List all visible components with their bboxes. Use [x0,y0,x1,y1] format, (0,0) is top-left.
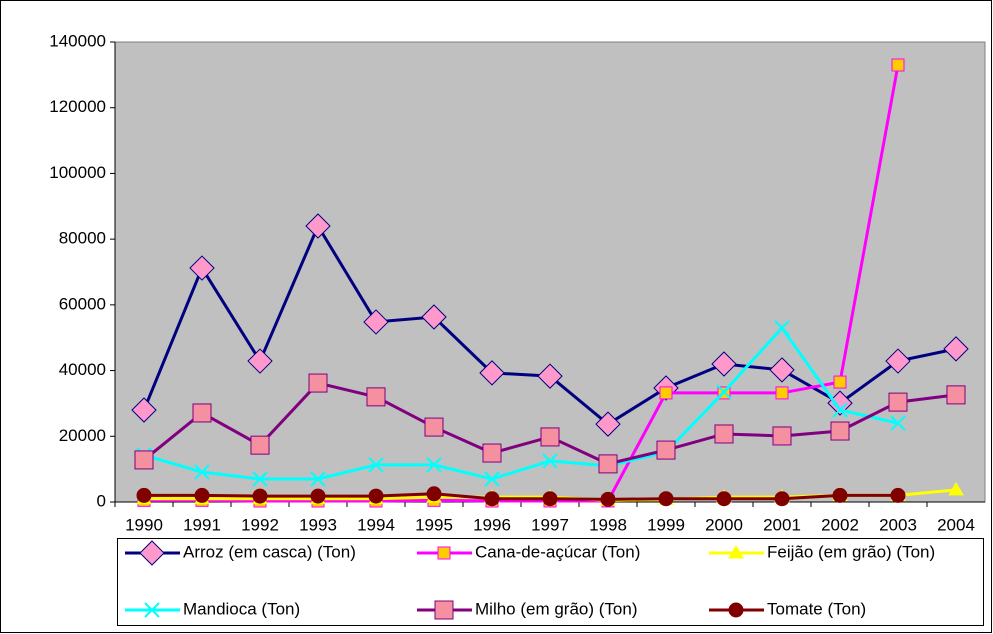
data-point [479,360,505,386]
legend-marker [139,540,165,566]
data-point [716,384,732,400]
data-point [189,255,215,281]
data-point [484,491,500,507]
series-line [144,64,900,503]
data-point [890,415,906,431]
data-point [598,454,618,474]
data-point [194,487,210,503]
data-point [252,488,268,504]
data-point [482,443,502,463]
y-tick-label: 140000 [49,31,106,50]
y-tick-label: 40000 [59,360,106,379]
data-point [310,488,326,504]
data-point [537,363,563,389]
data-point [656,440,676,460]
data-point [772,426,792,446]
x-tick-label: 1994 [357,515,395,534]
legend-marker [728,602,744,618]
data-point [426,486,442,502]
y-tick-label: 100000 [49,163,106,182]
x-tick-label: 1992 [241,515,279,534]
data-point [888,392,908,412]
data-point [714,424,734,444]
data-point [368,457,384,473]
data-point [775,386,789,400]
data-point [366,387,386,407]
data-point [659,386,673,400]
data-point [774,320,790,336]
data-point [946,385,966,405]
data-point [308,373,328,393]
data-point [542,453,558,469]
data-point [363,309,389,335]
x-tick-label: 1991 [183,515,221,534]
data-point [426,457,442,473]
x-tick-label: 2003 [879,515,917,534]
data-point [830,421,850,441]
data-point [832,402,848,418]
legend-marker [728,545,744,559]
data-point [136,487,152,503]
data-point [774,491,790,507]
legend-label: Tomate (Ton) [767,599,866,618]
legend-label: Mandioca (Ton) [183,599,300,618]
data-point [305,213,331,239]
x-tick-label: 1998 [589,515,627,534]
legend-marker [437,546,451,560]
data-point [192,403,212,423]
data-point [885,348,911,374]
legend-box [117,538,984,626]
y-tick-label: 120000 [49,97,106,116]
legend-label: Cana-de-açúcar (Ton) [475,542,640,561]
data-point [368,488,384,504]
legend-label: Milho (em grão) (Ton) [475,599,638,618]
x-tick-label: 2000 [705,515,743,534]
x-tick-label: 1996 [473,515,511,534]
y-tick-label: 0 [97,491,106,510]
x-tick-label: 1999 [647,515,685,534]
data-point [131,397,157,423]
y-tick-label: 60000 [59,294,106,313]
data-point [769,357,795,383]
data-point [890,487,906,503]
data-point [716,491,732,507]
data-point [832,487,848,503]
legend-marker [434,600,454,620]
legend-label: Arroz (em casca) (Ton) [183,542,356,561]
data-point [484,471,500,487]
data-point [252,471,268,487]
legend-marker [144,602,160,618]
legend-label: Feijão (em grão) (Ton) [767,542,935,561]
x-tick-label: 1993 [299,515,337,534]
data-point [247,348,273,374]
data-point [948,481,964,496]
x-tick-label: 2004 [937,515,975,534]
y-tick-label: 80000 [59,229,106,248]
data-point [658,491,674,507]
x-tick-label: 2001 [763,515,801,534]
data-point [540,427,560,447]
data-point [542,491,558,507]
data-point [250,435,270,455]
data-point [711,351,737,377]
data-point [424,417,444,437]
data-point [194,464,210,480]
x-tick-label: 2002 [821,515,859,534]
x-tick-label: 1997 [531,515,569,534]
data-point [421,304,447,330]
data-point [600,491,616,507]
y-tick-label: 20000 [59,426,106,445]
data-point [310,471,326,487]
data-point [595,411,621,437]
data-point [833,375,847,389]
data-point [943,336,969,362]
series-line [144,492,898,501]
series-line [143,325,899,481]
x-tick-label: 1995 [415,515,453,534]
x-tick-label: 1990 [125,515,163,534]
data-point [891,58,905,72]
data-point [134,450,154,470]
